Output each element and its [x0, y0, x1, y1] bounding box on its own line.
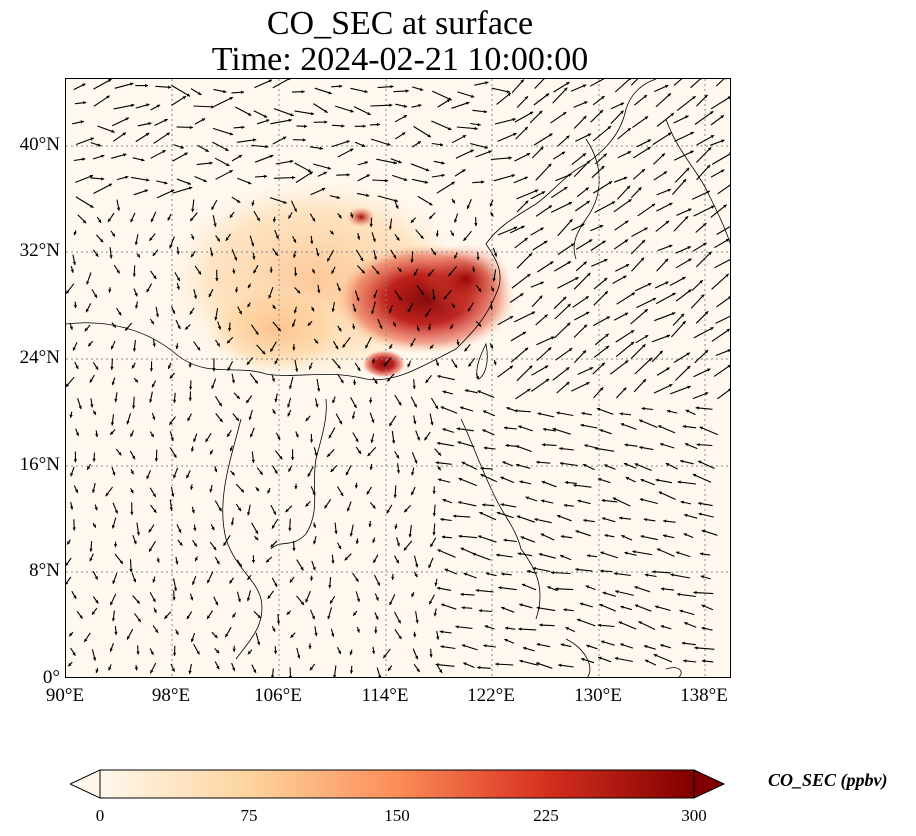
lon-tick-122e: 122°E: [467, 685, 515, 706]
lat-tick-24n: 24°N: [19, 347, 60, 368]
lon-tick-130e: 130°E: [574, 685, 622, 706]
lon-tick-114e: 114°E: [361, 685, 409, 706]
colorbar-tick-300: 300: [681, 806, 707, 825]
lat-tick-8n: 8°N: [29, 560, 60, 581]
lon-tick-138e: 138°E: [680, 685, 728, 706]
coastlines: [66, 79, 730, 677]
colorbar-label: CO_SEC (ppbv): [768, 770, 888, 790]
gridlines: [66, 79, 730, 677]
colorbar-extend-min: [70, 769, 101, 799]
colorbar-tick-75: 75: [240, 806, 258, 825]
map-canvas: [66, 79, 730, 677]
colorbar-tick-225: 225: [533, 806, 559, 825]
lon-tick-90e: 90°E: [45, 685, 85, 706]
co-field-south: [206, 284, 346, 374]
lat-tick-40n: 40°N: [19, 134, 60, 155]
colorbar-gradient: [99, 769, 695, 799]
map-panel: [65, 78, 731, 678]
chart-title: CO_SEC at surface: [266, 5, 534, 42]
lat-tick-16n: 16°N: [19, 454, 60, 475]
chart-subtitle-time: Time: 2024-02-21 10:00:00: [211, 41, 589, 78]
colorbar-tick-150: 150: [384, 806, 410, 825]
wind-vectors: [66, 79, 730, 677]
co-field-north-spot: [347, 207, 375, 227]
colorbar-extend-max: [693, 769, 726, 799]
lat-tick-32n: 32°N: [19, 240, 60, 261]
colorbar-tick-0: 0: [95, 806, 105, 825]
co-field-south-coast: [362, 350, 406, 378]
lon-tick-106e: 106°E: [254, 685, 302, 706]
lon-tick-98e: 98°E: [151, 685, 191, 706]
colorbar: [70, 769, 726, 799]
lat-tick-0: 0°: [42, 667, 60, 688]
co-field-peak-coast: [421, 244, 511, 314]
